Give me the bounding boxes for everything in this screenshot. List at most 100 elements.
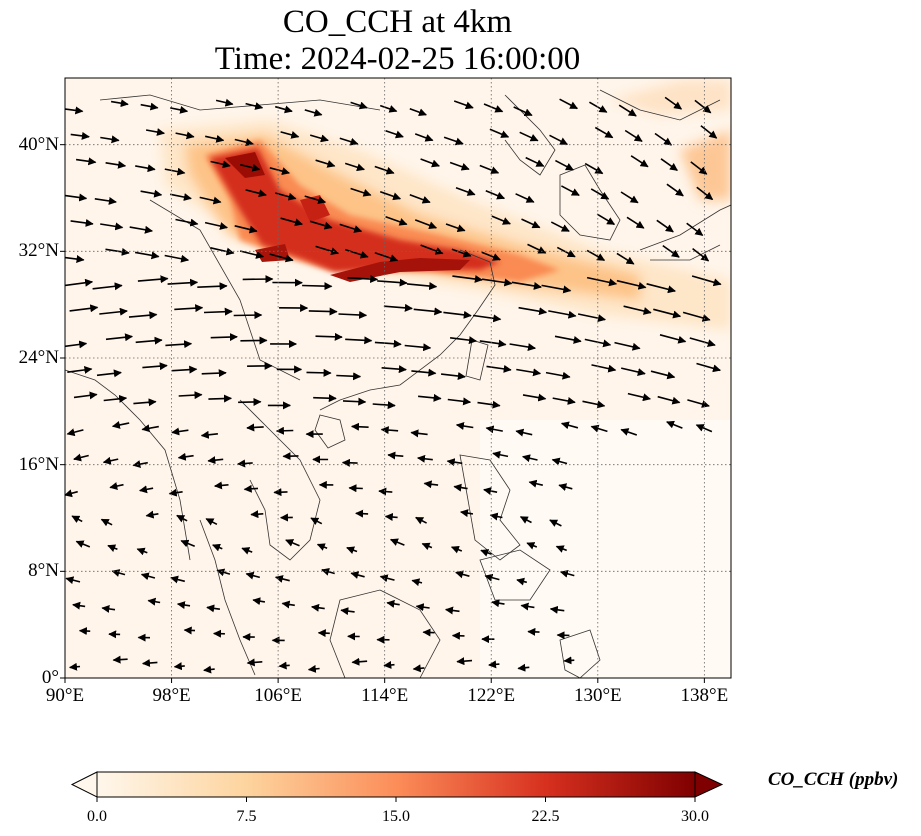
wind-arrow xyxy=(445,223,466,232)
wind-arrow xyxy=(456,657,473,666)
wind-arrow xyxy=(164,167,186,176)
wind-arrow xyxy=(483,103,504,113)
wind-arrow xyxy=(692,247,710,262)
wind-arrow xyxy=(133,398,157,407)
wind-arrow xyxy=(689,337,716,347)
wind-arrow xyxy=(65,193,88,202)
wind-arrow xyxy=(511,281,542,290)
china-coast xyxy=(319,249,496,411)
wind-arrow xyxy=(246,658,263,667)
map-title: CO_CCH at 4km xyxy=(282,4,513,40)
wind-arrow xyxy=(481,278,513,287)
wind-arrow xyxy=(517,663,530,672)
wind-arrow xyxy=(657,395,681,405)
wind-arrow xyxy=(315,245,340,256)
wind-arrow xyxy=(199,196,222,205)
wind-arrow xyxy=(100,222,124,231)
wind-arrow xyxy=(140,189,163,198)
wind-arrow xyxy=(527,243,547,254)
wind-arrow xyxy=(455,422,474,430)
wind-arrow xyxy=(145,510,159,519)
wind-arrow xyxy=(526,542,538,550)
wind-arrow xyxy=(691,275,722,287)
wind-arrow xyxy=(165,340,193,349)
wind-arrow xyxy=(175,218,199,227)
bay-coast xyxy=(65,369,191,561)
wind-arrow xyxy=(278,661,290,670)
wind-arrow xyxy=(280,131,300,139)
indochina-coast xyxy=(239,399,321,561)
x-tick-label: 122°E xyxy=(467,685,516,706)
wind-arrow xyxy=(443,136,464,146)
japan xyxy=(639,204,731,261)
wind-arrow xyxy=(315,332,343,341)
wind-arrow xyxy=(102,456,119,465)
wind-arrow xyxy=(237,459,253,468)
wind-arrow xyxy=(491,215,511,225)
wind-arrow xyxy=(316,543,328,551)
wind-arrow xyxy=(70,131,90,140)
colorbar-tick-marks xyxy=(96,797,696,802)
wind-arrow xyxy=(518,306,548,316)
wind-arrow xyxy=(350,101,368,110)
wind-arrow xyxy=(420,244,444,255)
wind-arrow xyxy=(100,135,120,144)
wind-arrow xyxy=(453,100,474,110)
wind-arrow xyxy=(485,425,503,434)
wind-arrow xyxy=(100,518,113,527)
wind-arrow xyxy=(558,483,573,491)
wind-arrow xyxy=(171,427,189,436)
wind-arrow xyxy=(310,517,323,525)
wind-arrow xyxy=(350,187,372,197)
wind-arrow xyxy=(406,282,438,290)
wind-arrow xyxy=(385,216,408,226)
wind-arrow xyxy=(345,336,373,345)
wind-arrow xyxy=(374,339,402,348)
wind-arrow xyxy=(451,248,472,258)
wind-arrow xyxy=(479,339,507,348)
wind-arrow xyxy=(488,660,500,669)
wind-arrow xyxy=(200,430,218,439)
wind-arrow xyxy=(409,194,431,204)
wind-arrow xyxy=(690,161,708,175)
wind-arrow xyxy=(250,510,264,519)
wind-arrow xyxy=(205,518,218,526)
wind-arrow xyxy=(654,132,673,146)
wind-arrow xyxy=(65,340,88,349)
philippines-south xyxy=(479,549,551,601)
wind-arrow xyxy=(207,456,224,465)
wind-arrow xyxy=(204,221,228,230)
wind-arrow xyxy=(313,394,337,403)
wind-arrow xyxy=(348,484,363,493)
wind-arrow xyxy=(563,656,575,665)
graticule xyxy=(65,78,731,678)
wind-arrow xyxy=(92,282,123,291)
wind-arrow xyxy=(627,392,651,402)
malay-coast xyxy=(199,519,256,676)
borneo xyxy=(329,589,441,678)
wind-arrow xyxy=(696,186,714,201)
wind-arrow xyxy=(421,542,433,551)
wind-arrow xyxy=(243,484,259,493)
wind-arrow xyxy=(449,161,470,171)
wind-arrow xyxy=(480,549,492,557)
wind-arrow xyxy=(75,540,91,548)
wind-arrow xyxy=(486,364,512,373)
wind-arrow xyxy=(646,283,676,294)
wind-arrow xyxy=(525,156,545,167)
wind-arrow xyxy=(67,365,93,374)
wind-arrow xyxy=(447,397,472,406)
wind-arrow xyxy=(662,244,680,258)
wind-arrow xyxy=(551,457,568,466)
wind-arrow xyxy=(174,304,204,313)
wind-arrow xyxy=(477,400,501,409)
colorbar-tick-label: 30.0 xyxy=(681,808,709,825)
x-tick-marks xyxy=(64,678,705,683)
wind-arrow xyxy=(484,573,500,582)
wind-arrow xyxy=(695,424,713,433)
colorbar-extend-high xyxy=(694,771,724,798)
y-tick-label: 8°N xyxy=(28,560,59,582)
wind-arrow xyxy=(168,488,183,497)
wind-arrow xyxy=(308,307,338,316)
